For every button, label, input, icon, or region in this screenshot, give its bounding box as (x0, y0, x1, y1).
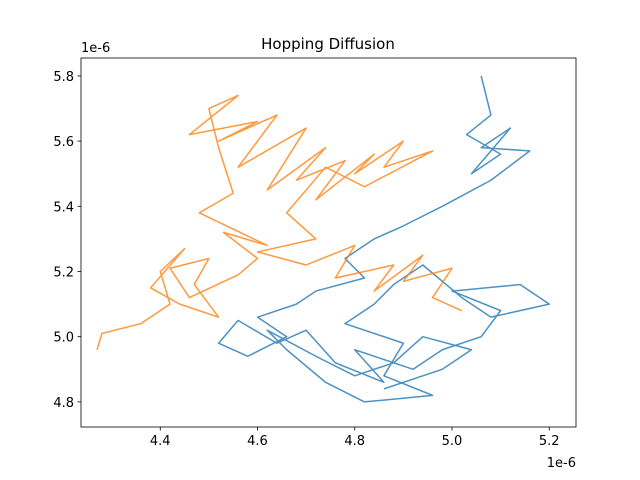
y-tick-label: 5.4 (53, 200, 74, 215)
x-tick-label: 5.2 (539, 434, 560, 449)
chart-title: Hopping Diffusion (261, 35, 395, 53)
x-tick-label: 4.6 (247, 434, 268, 449)
y-offset-text: 1e-6 (81, 41, 110, 56)
y-tick-label: 5.6 (53, 135, 74, 150)
axes-frame (80, 57, 577, 428)
x-offset-text: 1e-6 (547, 456, 576, 471)
x-tick-label: 5.0 (442, 434, 463, 449)
y-tick-label: 4.8 (53, 396, 74, 411)
x-tick-label: 4.8 (344, 434, 365, 449)
trajectory-line (96, 94, 463, 350)
y-tick-label: 5.0 (53, 331, 74, 346)
y-tick-label: 5.8 (53, 70, 74, 85)
x-tick-label: 4.4 (150, 434, 171, 449)
plot-area (96, 75, 551, 403)
y-tick-label: 5.2 (53, 266, 74, 281)
trajectory-line (217, 75, 551, 403)
